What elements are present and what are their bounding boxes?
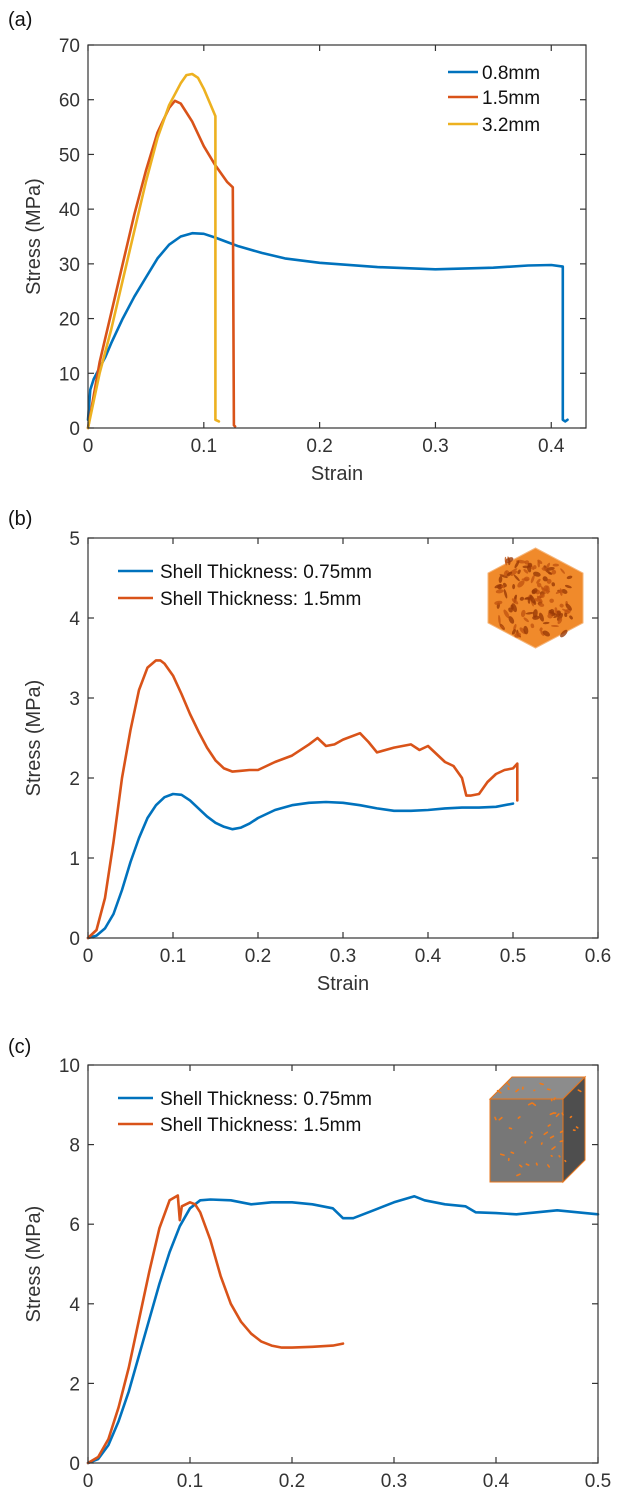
y-tick-label: 60	[59, 91, 80, 112]
legend-label-shell-thickness-1-5mm: Shell Thickness: 1.5mm	[160, 1115, 361, 1136]
x-tick-label: 0	[83, 1471, 94, 1492]
series-line-0-8mm	[86, 231, 569, 423]
y-tick-label: 10	[59, 1056, 80, 1077]
y-tick-label: 6	[69, 1215, 80, 1236]
series-line-shell-thickness-1-5mm	[86, 1194, 345, 1465]
series-line-shell-thickness-1-5mm	[86, 659, 519, 940]
solid-cube-inset-icon	[488, 1075, 587, 1184]
y-tick-label: 8	[69, 1136, 80, 1157]
y-tick-label: 40	[59, 200, 80, 221]
y-tick-label: 5	[69, 529, 80, 550]
x-tick-label: 0.3	[381, 1471, 407, 1492]
panel-label: (b)	[8, 508, 32, 530]
legend-label-1-5mm: 1.5mm	[482, 88, 540, 109]
legend: Shell Thickness: 0.75mm Shell Thickness: …	[118, 1089, 372, 1136]
y-tick-label: 0	[69, 419, 80, 440]
x-tick-label: 0.2	[245, 946, 271, 967]
x-tick-label: 0.1	[177, 1471, 203, 1492]
x-tick-label: 0.2	[279, 1471, 305, 1492]
y-tick-label: 30	[59, 255, 80, 276]
y-tick-label: 10	[59, 364, 80, 385]
x-tick-label: 0.5	[500, 946, 526, 967]
y-tick-label: 4	[69, 609, 80, 630]
legend: Shell Thickness: 0.75mm Shell Thickness: …	[118, 562, 372, 610]
axes-box	[87, 44, 587, 429]
series-line-1-5mm	[86, 99, 237, 430]
legend-label-0-8mm: 0.8mm	[482, 63, 540, 84]
series-line-3-2mm	[86, 72, 221, 430]
x-tick-label: 0.4	[483, 1471, 510, 1492]
y-tick-label: 4	[69, 1295, 80, 1316]
legend-label-shell-thickness-0-75mm: Shell Thickness: 0.75mm	[160, 1089, 372, 1110]
panel-label: (c)	[8, 1036, 31, 1058]
legend-label-3-2mm: 3.2mm	[482, 115, 540, 136]
x-tick-label: 0.1	[160, 946, 186, 967]
y-tick-label: 3	[69, 689, 80, 710]
y-tick-label: 70	[59, 36, 80, 57]
y-tick-label: 2	[69, 769, 80, 790]
y-tick-label: 0	[69, 929, 80, 950]
series-line-shell-thickness-0-75mm	[86, 1195, 600, 1465]
panel-c: (c)00.10.20.30.40.50246810StrainStress (…	[8, 1036, 611, 1492]
x-tick-label: 0.6	[585, 946, 611, 967]
axes-box	[87, 1064, 599, 1464]
x-axis-title: Strain	[317, 973, 369, 995]
x-tick-label: 0.3	[330, 946, 356, 967]
legend-label-shell-thickness-1-5mm: Shell Thickness: 1.5mm	[160, 589, 361, 610]
y-tick-label: 2	[69, 1374, 80, 1395]
legend-label-shell-thickness-0-75mm: Shell Thickness: 0.75mm	[160, 562, 372, 583]
y-axis-title: Stress (MPa)	[23, 178, 45, 295]
x-tick-label: 0.1	[191, 436, 217, 457]
x-tick-label: 0.2	[306, 436, 332, 457]
y-axis-title: Stress (MPa)	[23, 1206, 45, 1323]
x-tick-label: 0	[83, 436, 94, 457]
series-line-shell-thickness-0-75mm	[86, 792, 515, 940]
legend: 0.8mm 1.5mm 3.2mm	[448, 63, 540, 136]
y-tick-label: 50	[59, 145, 80, 166]
x-tick-label: 0.4	[415, 946, 442, 967]
x-tick-label: 0	[83, 946, 94, 967]
panel-a: (a) 0 0.1 0.2 0.3 0.4 0 10 20 30 40 50 60 70 Strain Str…	[8, 9, 587, 485]
y-axis-title: Stress (MPa)	[23, 680, 45, 797]
panel-label: (a)	[8, 9, 32, 31]
x-axis-title: Strain	[311, 463, 363, 485]
y-tick-label: 0	[69, 1454, 80, 1475]
y-tick-label: 20	[59, 310, 80, 331]
panel-b: (b) 0 0.1 0.2 0.3 0.4 0.5 0.6 0 1 2 3 4 5 Strain Stress…	[8, 508, 611, 995]
y-tick-label: 1	[69, 849, 80, 870]
x-tick-label: 0.4	[538, 436, 565, 457]
gyroid-cube-inset-icon	[487, 547, 584, 649]
x-tick-label: 0.3	[422, 436, 448, 457]
x-tick-label: 0.5	[585, 1471, 611, 1492]
